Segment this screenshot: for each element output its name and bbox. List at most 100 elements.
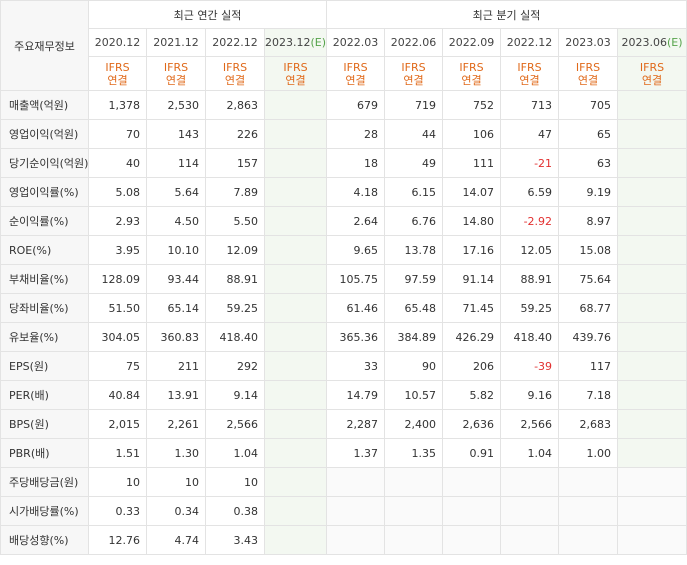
ifrs-label: IFRS 연결 — [205, 56, 265, 91]
annual-value-cell: 51.50 — [88, 293, 147, 323]
quarter-value-cell — [617, 264, 687, 294]
table-row: 배당성향(%) 12.76 4.74 3.43 — [0, 525, 687, 555]
table-row: 당좌비율(%) 51.50 65.14 59.25 61.46 65.48 71.45 59.… — [0, 293, 687, 323]
annual-value-cell: 12.76 — [88, 525, 147, 555]
quarter-value-cell: 8.97 — [558, 206, 619, 236]
row-label: 순이익률(%) — [0, 206, 89, 236]
annual-period-header: 2020.12 — [88, 28, 147, 57]
ifrs-standard: IFRS — [105, 60, 130, 74]
annual-value-cell: 114 — [146, 148, 206, 178]
annual-value-cell: 1.30 — [146, 438, 206, 468]
annual-group-header: 최근 연간 실적 — [87, 0, 328, 29]
annual-value-cell: 75 — [88, 351, 147, 381]
annual-value-cell: 360.83 — [146, 322, 206, 352]
quarter-value-cell: 4.18 — [326, 177, 386, 207]
quarter-value-cell — [442, 467, 502, 497]
annual-value-cell: 88.91 — [205, 264, 265, 294]
annual-value-cell: 65.14 — [146, 293, 206, 323]
quarter-value-cell: 14.79 — [326, 380, 386, 410]
quarter-period-header: 2022.03 — [326, 28, 386, 57]
quarter-value-cell: 90 — [384, 351, 444, 381]
quarter-value-cell: 1.00 — [558, 438, 619, 468]
quarter-value-cell: 14.07 — [442, 177, 502, 207]
quarter-value-cell: 2,683 — [558, 409, 619, 439]
ifrs-standard: IFRS — [163, 60, 189, 74]
period-label: 2023.12 — [265, 36, 311, 49]
quarter-value-cell: 97.59 — [384, 264, 444, 294]
quarter-value-cell — [617, 322, 687, 352]
quarter-value-cell: 9.16 — [500, 380, 560, 410]
table-row: 유보율(%) 304.05 360.83 418.40 365.36 384.89 426.… — [0, 322, 687, 352]
annual-value-cell — [263, 409, 328, 439]
quarter-value-cell: 426.29 — [442, 322, 502, 352]
annual-value-cell: 10 — [88, 467, 147, 497]
annual-value-cell — [263, 467, 328, 497]
quarter-value-cell: 9.65 — [326, 235, 386, 265]
quarter-value-cell: 418.40 — [500, 322, 560, 352]
quarter-period-header: 2023.03 — [558, 28, 619, 57]
quarter-value-cell — [558, 525, 619, 555]
quarter-value-cell — [326, 525, 386, 555]
quarter-value-cell: 88.91 — [500, 264, 560, 294]
ifrs-consolidation: 연결 — [519, 73, 540, 87]
quarter-group-header: 최근 분기 실적 — [326, 0, 687, 29]
quarter-value-cell — [617, 438, 687, 468]
annual-value-cell: 143 — [146, 119, 206, 149]
quarter-value-cell: -21 — [500, 148, 560, 178]
table-row: 부채비율(%) 128.09 93.44 88.91 105.75 97.59 91.14 8… — [0, 264, 687, 294]
annual-value-cell: 418.40 — [205, 322, 265, 352]
quarter-value-cell: 2,636 — [442, 409, 502, 439]
row-label: 부채비율(%) — [0, 264, 89, 294]
quarter-value-cell — [617, 177, 687, 207]
annual-value-cell — [263, 177, 328, 207]
quarter-value-cell: 59.25 — [500, 293, 560, 323]
quarter-value-cell — [617, 380, 687, 410]
annual-value-cell — [263, 380, 328, 410]
quarter-value-cell — [617, 206, 687, 236]
quarter-value-cell — [617, 119, 687, 149]
annual-value-cell — [263, 438, 328, 468]
row-label: 배당성향(%) — [0, 525, 89, 555]
ifrs-consolidation: 연결 — [461, 73, 482, 87]
quarter-value-cell: 206 — [442, 351, 502, 381]
ifrs-standard: IFRS — [401, 60, 426, 74]
annual-value-cell — [263, 322, 328, 352]
quarter-value-cell: -39 — [500, 351, 560, 381]
quarter-value-cell: 10.57 — [384, 380, 444, 410]
annual-period-header: 2021.12 — [146, 28, 206, 57]
quarter-value-cell: 106 — [442, 119, 502, 149]
quarter-value-cell — [326, 467, 386, 497]
annual-value-cell: 1.51 — [88, 438, 147, 468]
period-label: 2022.09 — [448, 36, 495, 49]
ifrs-label: IFRS 연결 — [617, 56, 687, 91]
quarter-value-cell: 18 — [326, 148, 386, 178]
annual-value-cell: 2.93 — [88, 206, 147, 236]
annual-value-cell — [263, 206, 328, 236]
annual-value-cell: 5.50 — [205, 206, 265, 236]
annual-value-cell: 0.34 — [146, 496, 206, 526]
annual-value-cell: 13.91 — [146, 380, 206, 410]
annual-value-cell: 0.33 — [88, 496, 147, 526]
table-row: 순이익률(%) 2.93 4.50 5.50 2.64 6.76 14.80 -2.92 8.9… — [0, 206, 687, 236]
quarter-value-cell — [500, 496, 560, 526]
ifrs-label: IFRS 연결 — [326, 56, 386, 91]
quarter-value-cell: 68.77 — [558, 293, 619, 323]
annual-value-cell — [263, 525, 328, 555]
ifrs-label: IFRS 연결 — [384, 56, 444, 91]
quarter-value-cell — [384, 496, 444, 526]
table-row: 시가배당률(%) 0.33 0.34 0.38 — [0, 496, 687, 526]
annual-value-cell: 7.89 — [205, 177, 265, 207]
quarter-period-header: 2023.06(E) — [617, 28, 687, 57]
table-row: 당기순이익(억원) 40 114 157 18 49 111 -21 63 — [0, 148, 687, 178]
annual-value-cell: 40 — [88, 148, 147, 178]
quarter-value-cell — [442, 525, 502, 555]
period-label: 2021.12 — [153, 36, 199, 49]
annual-value-cell: 5.64 — [146, 177, 206, 207]
table-row: EPS(원) 75 211 292 33 90 206 -39 117 — [0, 351, 687, 381]
corner-label: 주요재무정보 — [0, 0, 89, 91]
annual-period-header: 2022.12 — [205, 28, 265, 57]
quarter-value-cell: 719 — [384, 90, 444, 120]
table-row: 영업이익률(%) 5.08 5.64 7.89 4.18 6.15 14.07 6.59 9.1… — [0, 177, 687, 207]
quarter-value-cell: 33 — [326, 351, 386, 381]
period-label: 2023.06 — [621, 36, 668, 49]
